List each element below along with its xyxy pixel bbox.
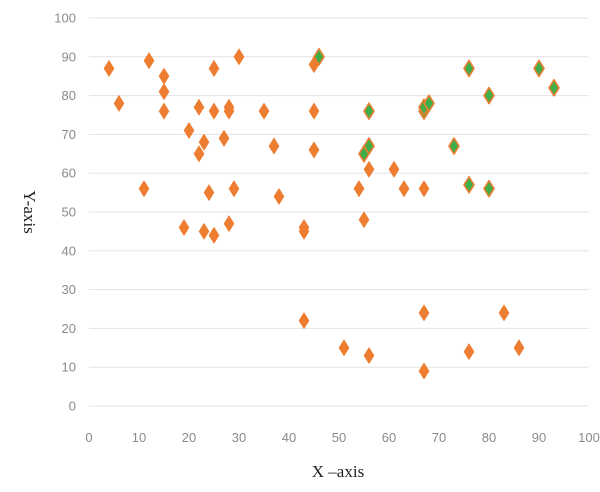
- data-point: [208, 226, 220, 244]
- y-tick-label: 20: [62, 321, 76, 336]
- data-point: [273, 188, 285, 205]
- x-tick-labels: 0 10 20 30 40 50 60 70 80 90 100: [85, 430, 599, 445]
- y-axis-title: Y-axis: [20, 190, 39, 233]
- data-point: [418, 304, 430, 322]
- data-point: [388, 161, 400, 178]
- data-point-highlighted: [483, 179, 495, 198]
- y-tick-label: 50: [62, 205, 76, 220]
- data-point: [158, 102, 170, 120]
- data-point: [258, 102, 270, 120]
- data-point: [198, 223, 210, 240]
- data-point: [218, 129, 230, 147]
- data-point: [233, 48, 245, 66]
- data-point: [513, 339, 525, 357]
- x-tick-label: 30: [232, 430, 246, 445]
- y-tick-label: 0: [69, 399, 76, 414]
- x-tick-label: 60: [382, 430, 396, 445]
- data-point: [298, 312, 310, 329]
- data-point: [193, 98, 205, 116]
- y-tick-label: 60: [62, 166, 76, 181]
- y-tick-label: 10: [62, 360, 76, 375]
- data-point: [203, 184, 215, 201]
- data-point-highlighted: [313, 47, 325, 66]
- data-point: [463, 343, 475, 360]
- data-point-highlighted: [448, 137, 460, 155]
- grid-layer: [89, 17, 589, 407]
- data-point: [298, 223, 310, 240]
- data-point: [143, 52, 155, 69]
- data-point: [308, 141, 320, 159]
- data-point: [353, 180, 365, 198]
- data-point-highlighted: [363, 102, 375, 120]
- y-tick-label: 30: [62, 282, 76, 297]
- x-tick-label: 100: [578, 430, 600, 445]
- data-point: [223, 215, 235, 232]
- data-point: [418, 180, 430, 198]
- data-point-highlighted: [548, 79, 560, 97]
- data-point: [363, 347, 375, 364]
- data-point: [198, 133, 210, 151]
- data-point-highlighted: [423, 94, 435, 113]
- data-point: [358, 211, 370, 229]
- data-point: [178, 219, 190, 236]
- x-tick-label: 40: [282, 430, 296, 445]
- data-point-highlighted: [463, 59, 475, 78]
- data-point-highlighted: [363, 137, 375, 155]
- data-point: [363, 161, 375, 178]
- data-point: [103, 60, 115, 77]
- data-point: [338, 339, 350, 357]
- x-axis-title: X –axis: [312, 462, 364, 481]
- data-point: [158, 67, 170, 85]
- data-point: [418, 362, 430, 380]
- y-tick-labels: 0 10 20 30 40 50 60 70 80 90 100: [54, 11, 76, 414]
- data-points: [103, 47, 560, 380]
- data-point-highlighted: [533, 59, 545, 78]
- y-tick-label: 70: [62, 127, 76, 142]
- y-tick-label: 80: [62, 88, 76, 103]
- data-point: [193, 145, 205, 163]
- data-point: [158, 83, 170, 101]
- data-point: [228, 180, 240, 198]
- data-point: [268, 137, 280, 155]
- data-point: [183, 122, 195, 139]
- y-tick-label: 100: [54, 11, 76, 26]
- data-point: [208, 60, 220, 77]
- data-point: [138, 180, 150, 198]
- x-tick-label: 20: [182, 430, 196, 445]
- data-point: [223, 102, 235, 120]
- data-point-highlighted: [463, 176, 475, 194]
- data-point-highlighted: [483, 86, 495, 105]
- y-tick-label: 40: [62, 243, 76, 258]
- data-point: [398, 180, 410, 198]
- data-point: [308, 102, 320, 120]
- data-point: [113, 95, 125, 112]
- x-tick-label: 70: [432, 430, 446, 445]
- x-tick-label: 80: [482, 430, 496, 445]
- data-point: [498, 304, 510, 322]
- x-tick-label: 90: [532, 430, 546, 445]
- x-tick-label: 50: [332, 430, 346, 445]
- x-tick-label: 0: [85, 430, 92, 445]
- x-tick-label: 10: [132, 430, 146, 445]
- data-point: [208, 102, 220, 120]
- y-tick-label: 90: [62, 49, 76, 64]
